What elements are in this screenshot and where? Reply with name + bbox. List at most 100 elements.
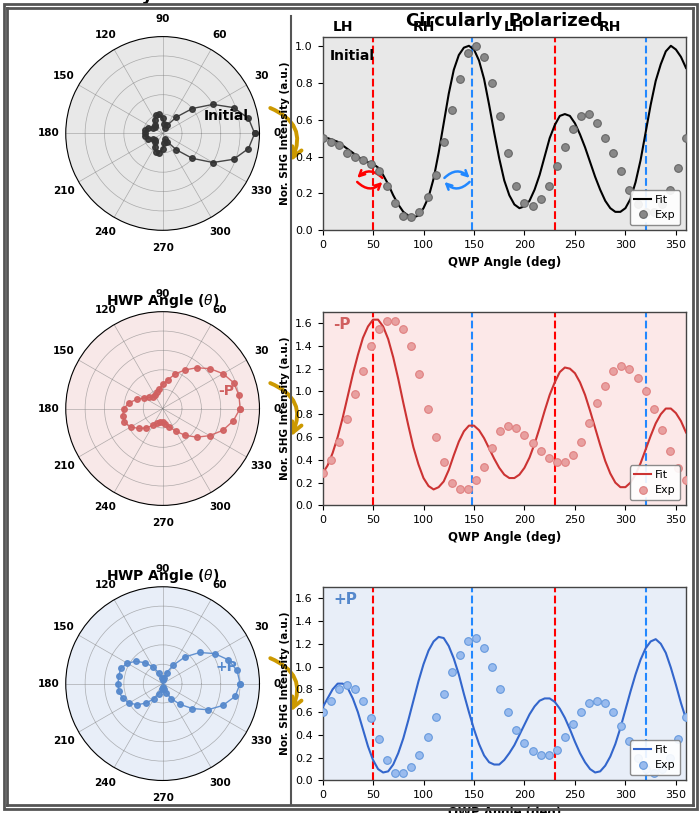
- Exp: [625, 736, 634, 746]
- Exp: [682, 476, 690, 485]
- Fit: [379, 767, 387, 777]
- Exp: [650, 767, 658, 777]
- Fit: [641, 643, 650, 653]
- Exp: [545, 181, 553, 191]
- Exp: [440, 689, 448, 698]
- Exp: [399, 211, 407, 220]
- Exp: [657, 425, 666, 435]
- Fit: [318, 468, 327, 478]
- Exp: [447, 478, 456, 488]
- Exp: [480, 462, 489, 472]
- Fit: [510, 200, 519, 210]
- Text: +P: +P: [333, 592, 357, 607]
- Exp: [431, 712, 440, 722]
- Text: -P: -P: [333, 317, 351, 332]
- Fit: [657, 410, 665, 420]
- Exp: [577, 437, 585, 446]
- Exp: [415, 207, 424, 217]
- Exp: [326, 455, 335, 465]
- Exp: [609, 148, 617, 158]
- Exp: [641, 207, 650, 217]
- Line: Fit: Fit: [323, 46, 686, 217]
- Exp: [326, 696, 335, 706]
- Exp: [463, 485, 472, 494]
- Exp: [577, 707, 585, 717]
- Exp: [545, 750, 553, 760]
- Fit: [369, 315, 377, 324]
- Exp: [407, 341, 416, 350]
- Exp: [609, 707, 617, 717]
- Exp: [407, 212, 416, 222]
- Exp: [650, 404, 658, 414]
- Exp: [504, 707, 512, 717]
- Exp: [673, 163, 682, 172]
- Legend: Fit, Exp: Fit, Exp: [630, 190, 680, 224]
- Exp: [504, 421, 512, 431]
- Exp: [456, 650, 464, 660]
- Exp: [634, 373, 642, 383]
- Text: +P: +P: [216, 659, 237, 674]
- Exp: [383, 316, 391, 326]
- Exp: [335, 685, 343, 694]
- Exp: [593, 398, 601, 407]
- Text: LH: LH: [332, 20, 353, 33]
- Fit: [449, 654, 458, 663]
- Y-axis label: Nor. SHG Intensity (a.u.): Nor. SHG Intensity (a.u.): [279, 337, 290, 480]
- Exp: [568, 450, 577, 460]
- Fit: [449, 450, 458, 460]
- Exp: [391, 198, 400, 207]
- Exp: [480, 643, 489, 653]
- Exp: [358, 696, 367, 706]
- Exp: [496, 685, 505, 694]
- Exp: [617, 721, 626, 731]
- Exp: [552, 745, 561, 754]
- Line: Exp: Exp: [318, 317, 690, 493]
- Exp: [561, 142, 569, 152]
- Exp: [342, 414, 351, 424]
- Fit: [682, 63, 690, 73]
- Exp: [601, 698, 610, 708]
- Exp: [673, 463, 682, 472]
- Exp: [617, 362, 626, 372]
- Text: HWP Angle ($\theta$): HWP Angle ($\theta$): [106, 292, 219, 310]
- Fit: [429, 485, 438, 494]
- Exp: [391, 316, 400, 326]
- Exp: [326, 137, 335, 146]
- Exp: [625, 363, 634, 373]
- Fit: [435, 632, 443, 641]
- Fit: [657, 639, 665, 649]
- Title: Linearly Polarized: Linearly Polarized: [72, 0, 253, 4]
- Exp: [383, 755, 391, 765]
- Exp: [561, 457, 569, 467]
- Y-axis label: Nor. SHG Intensity (a.u.): Nor. SHG Intensity (a.u.): [279, 612, 290, 755]
- Exp: [593, 119, 601, 128]
- Exp: [463, 637, 472, 646]
- Exp: [496, 427, 505, 437]
- Line: Exp: Exp: [318, 634, 690, 776]
- Exp: [657, 200, 666, 210]
- Exp: [447, 667, 456, 677]
- Exp: [585, 698, 594, 708]
- Fit: [631, 177, 640, 187]
- Exp: [351, 389, 359, 398]
- Exp: [666, 446, 674, 455]
- Exp: [335, 437, 343, 446]
- Exp: [440, 457, 448, 467]
- Exp: [593, 696, 601, 706]
- Exp: [585, 109, 594, 119]
- Legend: Fit, Exp: Fit, Exp: [630, 741, 680, 775]
- Exp: [383, 181, 391, 191]
- Exp: [358, 155, 367, 165]
- Exp: [375, 167, 384, 176]
- Exp: [358, 366, 367, 376]
- Exp: [512, 181, 521, 191]
- Text: -P: -P: [218, 385, 235, 398]
- Exp: [585, 419, 594, 428]
- Exp: [472, 633, 480, 643]
- Exp: [367, 159, 375, 169]
- Fit: [682, 428, 690, 437]
- Exp: [456, 485, 464, 494]
- Exp: [601, 380, 610, 390]
- Exp: [375, 324, 384, 333]
- Exp: [342, 680, 351, 689]
